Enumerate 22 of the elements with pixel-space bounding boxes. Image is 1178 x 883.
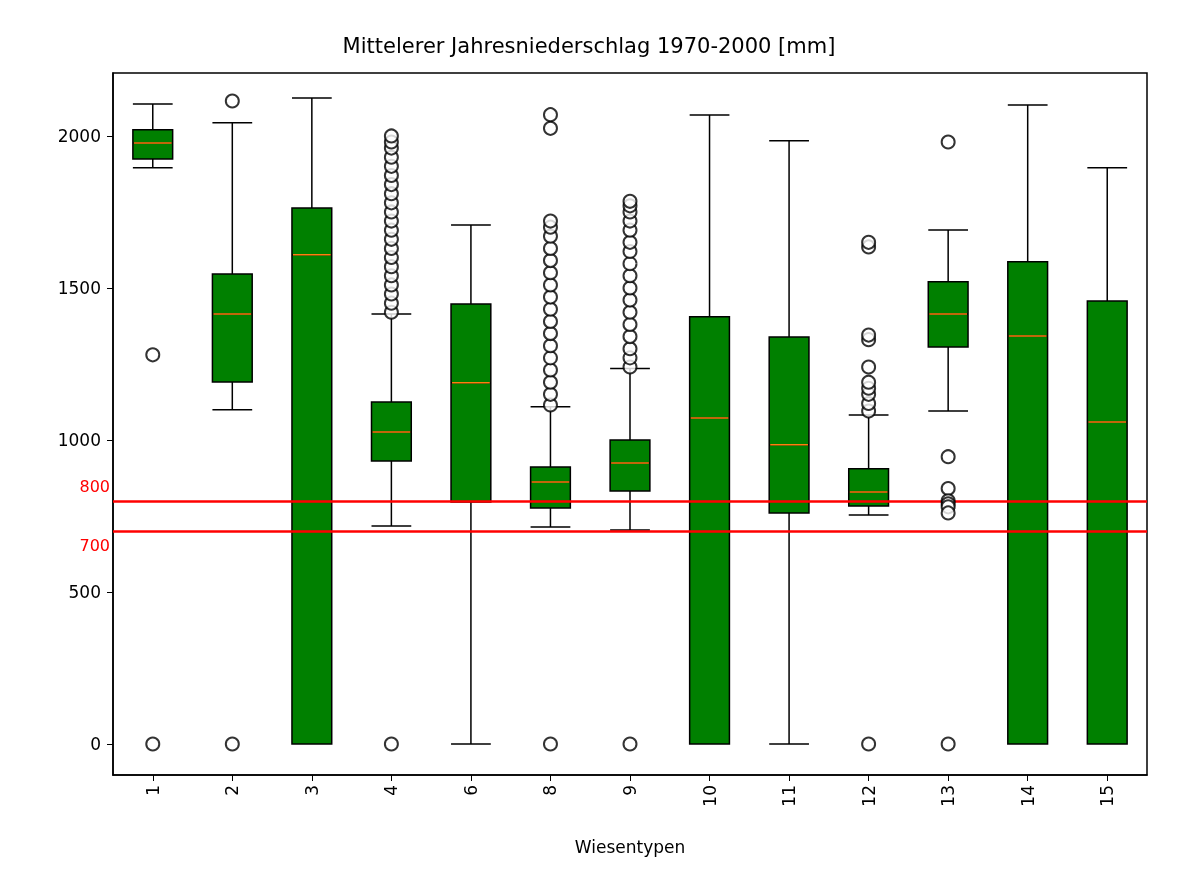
x-tick-label: 3 [301,785,322,796]
x-tick-label: 15 [1097,785,1118,807]
x-tick-label: 12 [858,785,879,807]
x-tick-label: 9 [620,785,640,796]
x-axis-title: Wiesentypen [574,836,686,857]
y-tick-label: 500 [68,581,101,602]
x-tick-label: 1 [142,785,163,796]
y-tick-label: 1000 [57,429,101,450]
x-tick-label: 4 [381,785,402,796]
ref-line-label: 800 [79,477,110,497]
y-tick-label: 1500 [57,277,101,298]
x-tick-label: 8 [540,785,561,796]
y-tick-label: 2000 [57,125,101,146]
x-tick-label: 2 [222,785,243,796]
y-tick-label: 0 [90,733,101,754]
ref-line-label: 700 [79,535,110,555]
x-tick-label: 14 [1017,785,1038,807]
chart-title: Mittelerer Jahresniederschlag 1970-2000 [mm] [342,33,836,58]
x-tick-label: 11 [779,785,800,807]
x-tick-label: 6 [460,785,481,796]
x-tick-label: 10 [699,785,720,807]
x-tick-label: 13 [938,785,959,807]
